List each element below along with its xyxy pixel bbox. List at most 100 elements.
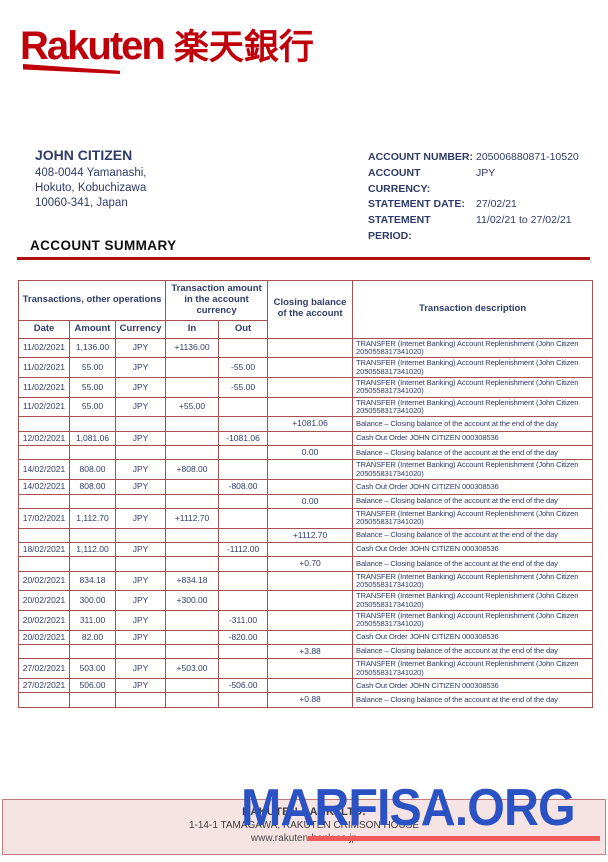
cell-in — [165, 527, 220, 543]
watermark-underline — [308, 836, 600, 841]
cell-closing — [267, 541, 354, 558]
cell-in: +808.00 — [165, 459, 220, 481]
cell-out — [218, 692, 269, 708]
cell-out: -55.00 — [218, 357, 269, 379]
cell-description: Balance – Closing balance of the account… — [352, 445, 594, 461]
cell-currency: JPY — [114, 507, 167, 529]
cell-out — [218, 570, 269, 592]
cell-out — [218, 445, 269, 461]
table-row: 27/02/2021 503.00 JPY +503.00 TRANSFER (Inte… — [18, 658, 594, 679]
table-row: 11/02/2021 55.00 JPY -55.00 TRANSFER (Intern… — [18, 357, 594, 379]
cell-closing — [267, 570, 354, 592]
address-line: 408-0044 Yamanashi, — [35, 167, 147, 179]
cell-out: -820.00 — [218, 629, 269, 645]
cell-in: +1112.70 — [165, 507, 220, 529]
cell-amount — [69, 527, 116, 543]
account-currency-label: ACCOUNT CURRENCY: — [368, 166, 431, 195]
table-row: 20/02/2021 311.00 JPY -311.00 TRANSFER (Inte… — [18, 609, 594, 631]
cell-description: TRANSFER (Internet Banking) Account Repl… — [352, 609, 594, 631]
cell-closing: 0.00 — [267, 445, 354, 461]
cell-amount: 55.00 — [69, 357, 116, 379]
table-row: 11/02/2021 55.00 JPY -55.00 TRANSFER (Intern… — [18, 377, 594, 398]
cell-closing: +1112.70 — [267, 527, 354, 543]
statement-date-value: 27/02/21 — [476, 198, 517, 211]
cell-description: Balance – Closing balance of the account… — [352, 556, 594, 572]
table-row: 20/02/2021 82.00 JPY -820.00 Cash Out Order … — [18, 629, 594, 645]
cell-in — [165, 692, 220, 708]
cell-amount: 55.00 — [69, 396, 116, 418]
cell-amount: 808.00 — [69, 459, 116, 481]
cell-in: +300.00 — [165, 590, 220, 611]
cell-in — [165, 479, 220, 495]
account-holder-block: JOHN CITIZEN 408-0044 Yamanashi, Hokuto,… — [35, 147, 146, 212]
cell-date: 20/02/2021 — [18, 609, 70, 631]
cell-out: -311.00 — [218, 609, 269, 631]
cell-amount: 834.18 — [69, 570, 116, 592]
rakuten-wordmark-text: Rakuten — [20, 24, 166, 68]
cell-in — [165, 377, 220, 398]
table-row: 20/02/2021 834.18 JPY +834.18 TRANSFER (Inte… — [18, 570, 594, 592]
cell-currency: JPY — [114, 377, 167, 398]
account-number-value: 205006880871-10520 — [476, 151, 579, 163]
footer-band: RAKUTEN BANK, LTD. 1-14-1 TAMAGAWA, RAKU… — [2, 799, 606, 855]
header-description: Transaction description — [352, 280, 594, 339]
cell-description: TRANSFER (Internet Banking) Account Repl… — [352, 658, 594, 679]
transactions-body: 11/02/2021 1,136.00 JPY +1136.00 TRANSFER (I… — [18, 337, 594, 708]
footer-company-name: RAKUTEN BANK, LTD. — [242, 806, 366, 818]
cell-out — [218, 396, 269, 418]
cell-currency — [114, 445, 167, 461]
header-out: Out — [218, 319, 269, 339]
cell-amount: 55.00 — [69, 377, 116, 398]
cell-closing — [267, 357, 354, 379]
statement-info-block: ACCOUNT NUMBER: 205006880871-10520 ACCOU… — [368, 150, 579, 245]
header-currency: Currency — [114, 319, 167, 339]
cell-description: TRANSFER (Internet Banking) Account Repl… — [352, 337, 594, 359]
cell-in — [165, 556, 220, 572]
cell-description: TRANSFER (Internet Banking) Account Repl… — [352, 377, 594, 398]
address-line: Hokuto, Kobuchizawa — [35, 182, 147, 195]
table-row: +1112.70 Balance – Closing balance of the… — [18, 527, 594, 543]
cell-amount: 1,112.00 — [69, 541, 116, 558]
cell-date: 20/02/2021 — [18, 629, 70, 645]
cell-out — [218, 556, 269, 572]
cell-date: 18/02/2021 — [18, 541, 70, 558]
table-row: 20/02/2021 300.00 JPY +300.00 TRANSFER (Inte… — [18, 590, 594, 611]
cell-closing: 0.00 — [267, 493, 354, 509]
cell-closing: +3.88 — [267, 643, 354, 660]
table-row: 0.00 Balance – Closing balance of the acc… — [18, 445, 594, 461]
cell-in — [165, 609, 220, 631]
cell-currency: JPY — [114, 357, 167, 379]
cell-description: Balance – Closing balance of the account… — [352, 493, 594, 509]
cell-currency — [114, 527, 167, 543]
cell-date: 17/02/2021 — [18, 507, 70, 529]
statement-info-row: ACCOUNT NUMBER: 205006880871-10520 — [368, 150, 579, 166]
cell-description: Balance – Closing balance of the account… — [352, 692, 594, 708]
cell-description: TRANSFER (Internet Banking) Account Repl… — [352, 590, 594, 611]
header-amount: Amount — [69, 319, 116, 339]
cell-closing — [267, 459, 354, 481]
table-row: 11/02/2021 55.00 JPY +55.00 TRANSFER (Intern… — [18, 396, 594, 418]
cell-in: +55.00 — [165, 396, 220, 418]
cell-currency — [114, 643, 167, 660]
cell-amount: 1,081.06 — [69, 430, 116, 447]
header-date: Date — [18, 319, 70, 339]
cell-amount — [69, 556, 116, 572]
cell-date: 20/02/2021 — [18, 590, 70, 611]
cell-description: Cash Out Order JOHN CITIZEN 000308536 — [352, 541, 594, 558]
table-row: 17/02/2021 1,112.70 JPY +1112.70 TRANSFER (I… — [18, 507, 594, 529]
table-row: 14/02/2021 808.00 JPY -808.00 Cash Out Order… — [18, 479, 594, 495]
cell-description: TRANSFER (Internet Banking) Account Repl… — [352, 570, 594, 592]
cell-currency: JPY — [114, 677, 167, 694]
cell-currency — [114, 692, 167, 708]
cell-in — [165, 493, 220, 509]
cell-out — [218, 507, 269, 529]
statement-info-row: ACCOUNT CURRENCY: JPY — [368, 166, 579, 198]
cell-in — [165, 629, 220, 645]
cell-amount: 808.00 — [69, 479, 116, 495]
rakuten-swoosh-icon — [23, 64, 120, 74]
statement-info-row: STATEMENT DATE: 27/02/21 — [368, 197, 579, 213]
cell-closing — [267, 396, 354, 418]
account-number-label: ACCOUNT NUMBER: — [368, 151, 473, 163]
cell-closing — [267, 377, 354, 398]
